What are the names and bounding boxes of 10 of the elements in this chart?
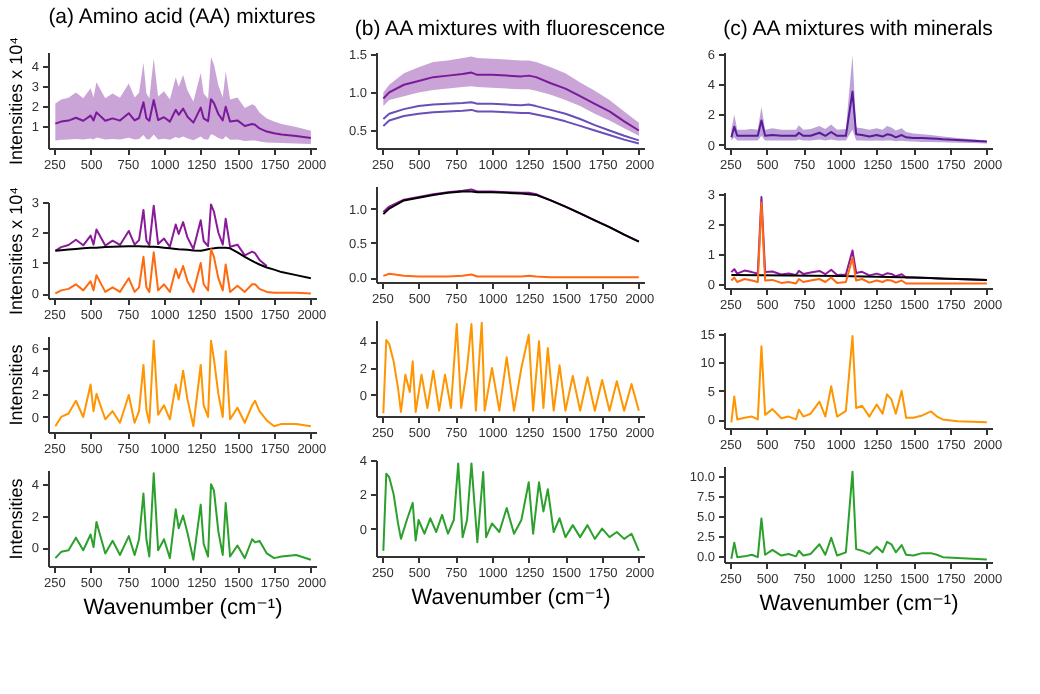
y-axis-title: Intensities x 10⁴ [5,186,26,315]
chart-title: (a) Amino acid (AA) mixtures [48,5,316,30]
y-axis-title: Intensities [5,477,26,560]
x-axis-title: Wavenumber (cm⁻¹) [759,592,959,616]
y-axis-title: Intensities [5,343,26,426]
y-axis-title: Intensities x 10⁴ [5,36,26,165]
chart-title: (b) AA mixtures with fluorescence [354,17,666,42]
x-axis-title: Wavenumber (cm⁻¹) [411,586,611,610]
chart-title: (c) AA mixtures with minerals [723,16,993,41]
x-axis-title: Wavenumber (cm⁻¹) [83,596,283,620]
